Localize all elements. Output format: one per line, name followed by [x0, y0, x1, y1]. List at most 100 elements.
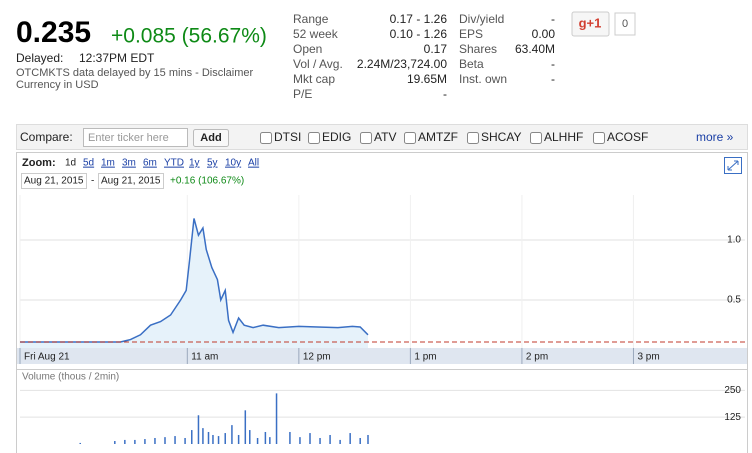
- add-button[interactable]: [193, 129, 229, 147]
- ticker-label[interactable]: ATV: [374, 130, 396, 144]
- add-label[interactable]: Add: [200, 132, 221, 144]
- volume-bar: [174, 436, 176, 444]
- y-tick-label: 1.0: [727, 235, 741, 246]
- volume-bar: [184, 437, 186, 444]
- volume-bar: [144, 439, 146, 444]
- price-line: [20, 218, 369, 343]
- volume-bar: [197, 415, 200, 444]
- stat-label: Inst. own: [459, 72, 507, 86]
- end-date[interactable]: Aug 21, 2015: [101, 176, 161, 187]
- price-change: +0.085 (56.67%): [111, 25, 267, 48]
- volume-bar: [164, 437, 166, 444]
- ticker-label[interactable]: ALHHF: [544, 130, 583, 144]
- volume-bar: [191, 430, 193, 444]
- compare-label: Compare:: [20, 130, 73, 144]
- zoom-option[interactable]: 5d: [83, 158, 94, 169]
- x-tick-label: 1 pm: [414, 352, 436, 363]
- volume-bar: [275, 393, 278, 444]
- ticker-input[interactable]: [83, 128, 188, 147]
- volume-bar: [134, 439, 136, 444]
- ticker-label[interactable]: AMTZF: [418, 130, 458, 144]
- volume-bar: [202, 428, 204, 444]
- volume-bar: [367, 434, 369, 444]
- stat-value: 0.00: [532, 27, 556, 41]
- volume-bar: [339, 439, 341, 444]
- volume-bar: [299, 437, 301, 444]
- zoom-option[interactable]: YTD: [164, 158, 184, 169]
- price: 0.235: [16, 16, 91, 49]
- stat-label: P/E: [293, 87, 312, 101]
- disclaimer: OTCMKTS data delayed by 15 mins - Discla…: [16, 67, 254, 79]
- delayed-time: 12:37PM EDT: [79, 51, 155, 65]
- volume-bar: [269, 437, 271, 444]
- volume-bar: [124, 439, 126, 444]
- ticker-checkbox[interactable]: [467, 132, 479, 144]
- stat-label: 52 week: [293, 27, 339, 41]
- price-area: [20, 218, 368, 348]
- start-date[interactable]: Aug 21, 2015: [24, 176, 84, 187]
- stat-label: Vol / Avg.: [293, 57, 343, 71]
- zoom-option[interactable]: 10y: [225, 158, 241, 169]
- volume-bar: [329, 434, 331, 444]
- stat-value: 0.17: [424, 42, 448, 56]
- volume-bar: [79, 442, 81, 444]
- volume-bar: [349, 433, 351, 444]
- ticker-checkbox[interactable]: [260, 132, 272, 144]
- chart-frame: [16, 152, 748, 453]
- zoom-option[interactable]: 5y: [207, 158, 218, 169]
- volume-bar: [217, 436, 220, 444]
- ticker-label[interactable]: SHCAY: [481, 130, 521, 144]
- time-axis-band: [17, 348, 747, 364]
- y-tick-label: 250: [724, 385, 741, 396]
- volume-bar: [244, 410, 247, 444]
- ticker-label[interactable]: DTSI: [274, 130, 301, 144]
- ticker-label[interactable]: ACOSF: [607, 130, 648, 144]
- volume-bar: [224, 433, 226, 444]
- volume-bar: [207, 431, 210, 444]
- ticker-label[interactable]: EDIG: [322, 130, 351, 144]
- stat-label: Mkt cap: [293, 72, 335, 86]
- date-separator: -: [91, 176, 94, 187]
- stat-value: 63.40M: [515, 42, 555, 56]
- volume-bar: [256, 437, 259, 444]
- stat-value: -: [551, 57, 555, 71]
- gplus-label[interactable]: g+1: [579, 15, 602, 30]
- end-date-box[interactable]: [98, 173, 164, 189]
- ticker-checkbox[interactable]: [593, 132, 605, 144]
- zoom-option[interactable]: 6m: [143, 158, 157, 169]
- ticker-placeholder[interactable]: Enter ticker here: [88, 132, 169, 144]
- stat-value: -: [443, 87, 447, 101]
- ticker-checkbox[interactable]: [308, 132, 320, 144]
- y-tick-label: 125: [724, 412, 741, 423]
- volume-bar: [319, 437, 321, 444]
- x-tick-label: 11 am: [191, 352, 218, 363]
- zoom-option[interactable]: All: [248, 158, 259, 169]
- stat-value: 0.10 - 1.26: [390, 27, 448, 41]
- zoom-option[interactable]: 3m: [122, 158, 136, 169]
- stat-value: -: [551, 72, 555, 86]
- stat-value: 19.65M: [407, 72, 447, 86]
- x-tick-label: 12 pm: [303, 352, 331, 363]
- start-date-box[interactable]: [21, 173, 87, 189]
- more-link[interactable]: more »: [696, 130, 734, 144]
- zoom-option[interactable]: 1d: [65, 158, 76, 169]
- gplus-count-box: [614, 12, 636, 36]
- expand-icon[interactable]: [727, 160, 739, 171]
- ticker-checkbox[interactable]: [404, 132, 416, 144]
- stat-label: EPS: [459, 27, 483, 41]
- volume-bar: [114, 440, 116, 444]
- stat-label: Range: [293, 12, 329, 26]
- volume-bar: [231, 425, 233, 444]
- zoom-option[interactable]: 1m: [101, 158, 115, 169]
- stat-label: Beta: [459, 57, 484, 71]
- stat-label: Open: [293, 42, 322, 56]
- ticker-checkbox[interactable]: [530, 132, 542, 144]
- volume-bar: [249, 430, 251, 444]
- stat-label: Div/yield: [459, 12, 504, 26]
- gplus-button[interactable]: [571, 11, 610, 37]
- ticker-checkbox[interactable]: [360, 132, 372, 144]
- volume-bar: [289, 431, 291, 444]
- zoom-option[interactable]: 1y: [189, 158, 200, 169]
- gplus-count: 0: [622, 18, 628, 30]
